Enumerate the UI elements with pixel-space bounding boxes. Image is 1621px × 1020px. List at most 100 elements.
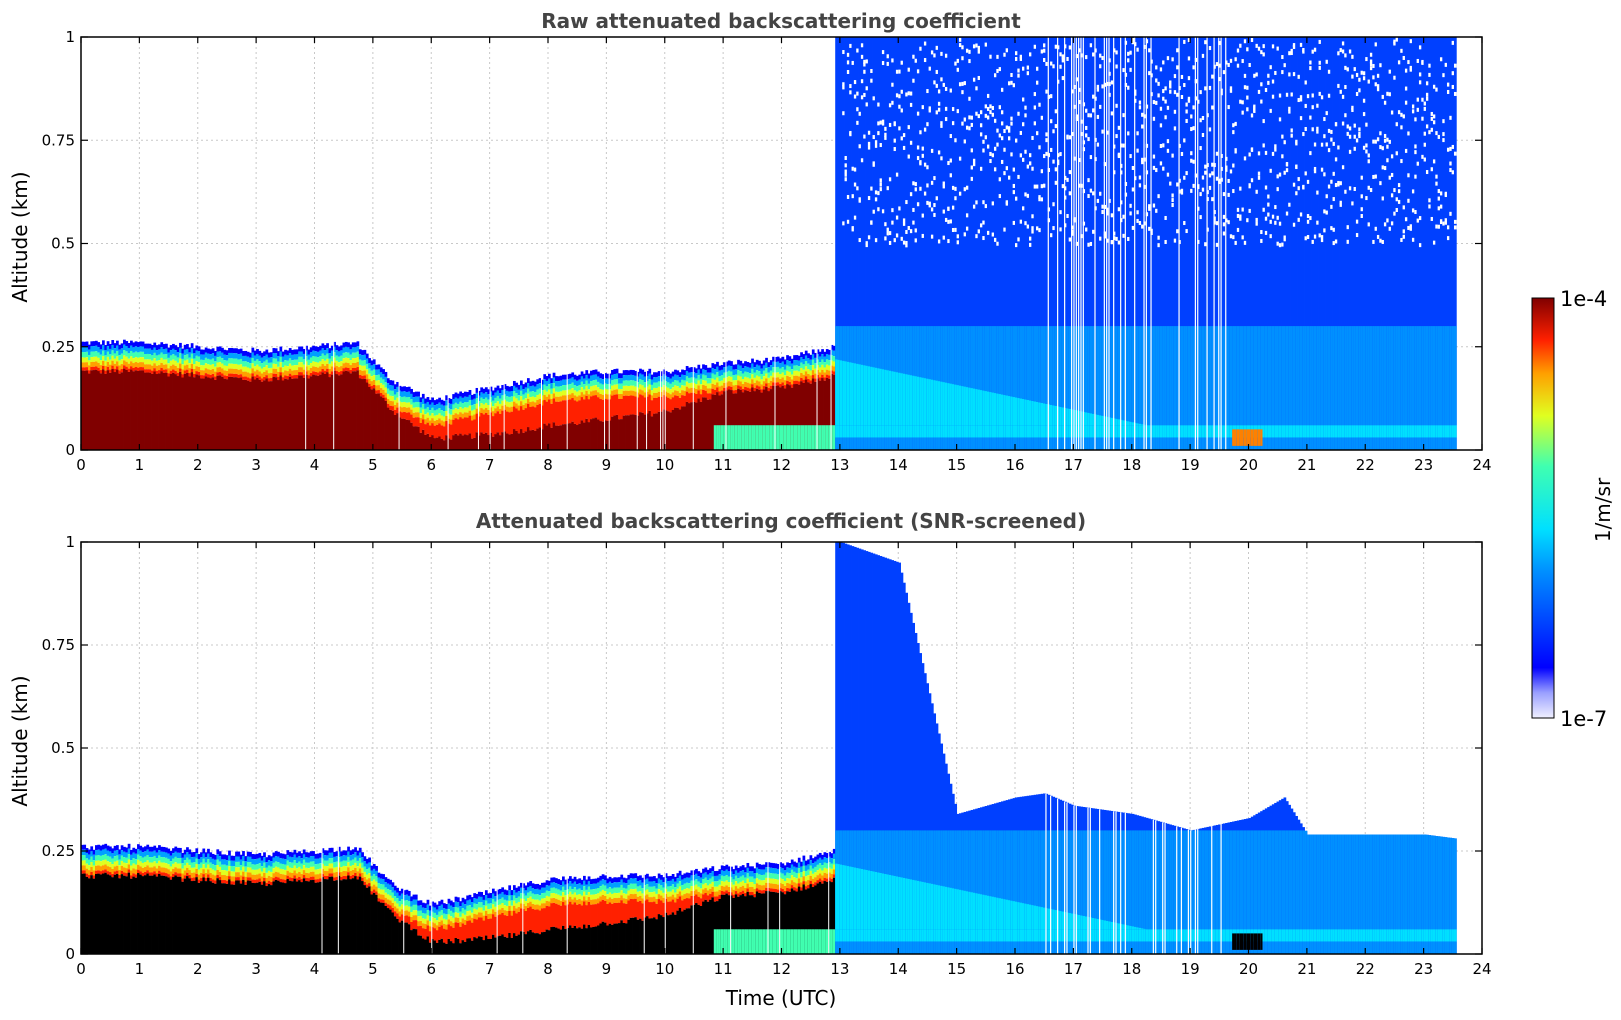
heat-cell <box>662 390 666 396</box>
heat-cell <box>543 384 547 390</box>
heat-cell <box>295 378 299 450</box>
heat-gap <box>1064 195 1067 200</box>
heat-cell <box>608 378 612 384</box>
heat-gap <box>1010 152 1014 157</box>
heat-gap <box>961 56 965 61</box>
heat-gap <box>1409 226 1413 231</box>
heat-cell <box>305 366 308 372</box>
heat-cell <box>524 392 528 399</box>
heat-cell <box>767 372 771 378</box>
heat-gap <box>1138 221 1142 226</box>
heat-gap <box>849 132 852 137</box>
heat-cell <box>193 358 196 365</box>
heat-cell <box>160 371 164 450</box>
heat-gap <box>928 106 932 111</box>
heat-cell <box>895 425 899 438</box>
heat-gap <box>954 61 958 66</box>
heat-gap <box>1157 194 1161 199</box>
heat-cell <box>1297 326 1301 426</box>
heat-cell <box>1082 411 1086 426</box>
heat-gap <box>1423 106 1427 111</box>
heat-cell <box>95 369 98 450</box>
heat-gap <box>1015 243 1018 248</box>
heat-cell <box>748 388 752 392</box>
heat-gap <box>1390 193 1394 198</box>
heat-gap <box>881 61 885 66</box>
heat-cell <box>162 348 166 355</box>
heat-cell <box>258 350 262 356</box>
heat-cell <box>1348 437 1352 450</box>
heat-gap <box>1351 74 1354 79</box>
heat-cell <box>246 356 250 363</box>
heat-cell <box>106 356 110 362</box>
heat-cell <box>358 359 362 365</box>
heat-cell <box>342 352 346 359</box>
heat-gap <box>1162 166 1165 171</box>
heat-gap <box>895 69 899 74</box>
heat-cell <box>1000 37 1004 450</box>
heat-cell <box>251 347 255 353</box>
heat-gap <box>1453 225 1457 230</box>
heat-gap <box>1047 94 1051 99</box>
heat-cell <box>629 374 633 381</box>
heat-cell <box>515 430 519 450</box>
heat-gap <box>1360 194 1364 199</box>
heat-gap <box>982 236 986 241</box>
heat-gap <box>977 229 981 234</box>
heat-cell <box>683 406 687 450</box>
heat-cell <box>781 356 785 362</box>
heat-cell <box>524 398 528 404</box>
heat-cell <box>155 365 159 371</box>
heat-cell <box>1232 326 1235 426</box>
heat-gap <box>858 111 862 116</box>
heat-cell <box>498 388 502 394</box>
heat-cell <box>1043 37 1046 450</box>
heat-cell <box>816 378 820 450</box>
heat-cell <box>828 378 831 450</box>
heat-gap <box>1040 115 1044 120</box>
heat-cell <box>734 369 738 375</box>
heat-cell <box>559 391 563 397</box>
heat-cell <box>1341 326 1345 426</box>
heat-cell <box>1416 425 1420 438</box>
heat-gap <box>1173 126 1177 131</box>
heat-cell <box>330 345 334 351</box>
heat-cell <box>95 345 98 352</box>
heat-gap <box>1304 127 1308 132</box>
heat-cell <box>197 366 201 372</box>
heat-cell <box>193 373 196 378</box>
heat-cell <box>459 396 463 402</box>
heat-gap <box>1194 173 1198 178</box>
heat-gap <box>905 243 908 248</box>
heat-gap <box>1148 48 1151 53</box>
heat-cell <box>342 358 346 364</box>
heat-cell <box>893 37 897 450</box>
heat-gap <box>1045 61 1049 66</box>
heat-cell <box>90 370 94 450</box>
heat-cell <box>627 390 631 396</box>
heat-cell <box>937 437 941 450</box>
heat-cell <box>1197 425 1200 438</box>
heat-cell <box>333 352 336 358</box>
heat-cell <box>811 378 815 450</box>
heat-cell <box>312 374 315 450</box>
heat-cell <box>1071 437 1074 450</box>
heat-cell <box>695 388 698 394</box>
heat-cell <box>963 326 967 426</box>
heat-gap <box>1059 52 1063 57</box>
heat-cell <box>279 346 283 352</box>
heat-cell <box>1103 416 1107 426</box>
heat-gap <box>1012 167 1016 172</box>
heat-gap <box>1197 206 1200 211</box>
heat-gap <box>884 222 887 227</box>
heat-gap <box>1047 167 1051 172</box>
heat-cell <box>426 417 430 423</box>
heat-gap <box>1253 73 1256 78</box>
heat-cell <box>751 379 754 385</box>
heat-cell <box>274 348 278 354</box>
heat-gap <box>1409 224 1413 229</box>
heat-cell <box>1106 326 1109 426</box>
heat-cell <box>489 407 493 413</box>
heat-gap <box>1211 197 1214 202</box>
heat-cell <box>1386 326 1389 426</box>
